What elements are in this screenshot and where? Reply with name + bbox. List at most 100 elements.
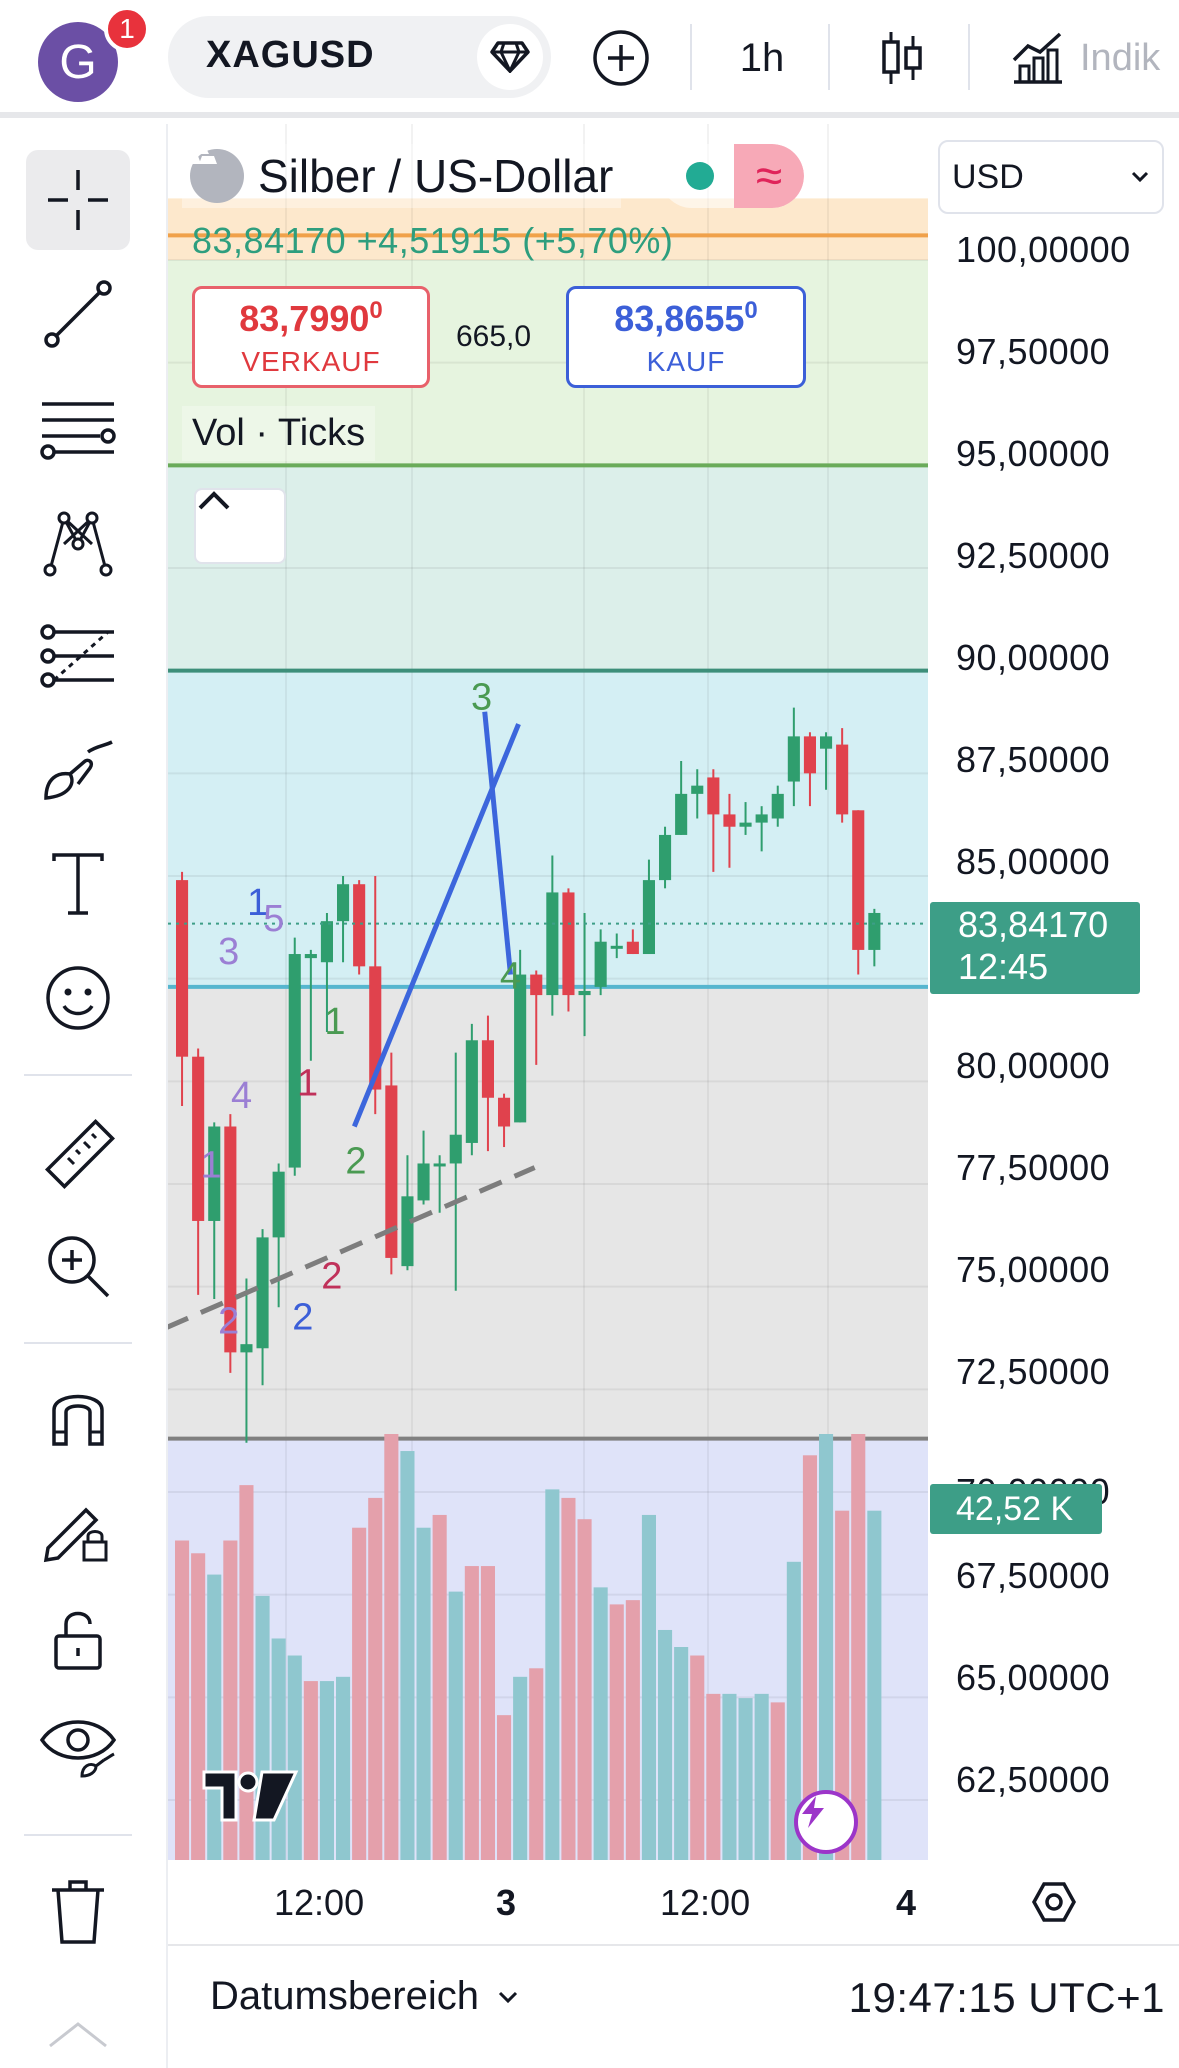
candle-body	[707, 777, 720, 815]
candle-body	[176, 880, 189, 1057]
volume-bar	[513, 1676, 528, 1860]
legend-title[interactable]: Silber / US-Dollar	[182, 144, 622, 208]
volume-bar	[545, 1489, 560, 1860]
wave-label: 1	[297, 1062, 318, 1104]
price-tick: 85,00000	[956, 841, 1111, 882]
tradingview-logo-icon	[202, 1770, 299, 1822]
settings-icon	[1031, 1882, 1077, 1922]
interval-button[interactable]: 1h	[739, 35, 785, 80]
horizontal-lines-tool[interactable]	[26, 378, 130, 478]
hide-drawings-tool[interactable]	[26, 1696, 130, 1796]
candle-body	[723, 814, 736, 827]
wave-label: 3	[471, 676, 492, 718]
candle-body	[787, 736, 800, 782]
lock-all-tool[interactable]	[26, 1588, 130, 1688]
volume-value-label: 42,52 K	[930, 1484, 1102, 1534]
volume-bar	[625, 1600, 640, 1860]
axis-settings-button[interactable]	[1030, 1878, 1078, 1931]
volume-bar	[561, 1497, 576, 1860]
wave-label: 1	[324, 1001, 345, 1043]
trend-line	[168, 1165, 536, 1330]
candle-body	[803, 736, 816, 774]
time-axis[interactable]: 12:00 3 12:00 4	[168, 1860, 1179, 1946]
lock-drawing-tool[interactable]	[26, 1478, 130, 1578]
horizontal-lines-icon	[40, 402, 116, 460]
brush-tool[interactable]	[26, 720, 130, 820]
wave-label: 2	[218, 1301, 239, 1343]
emoji-tool[interactable]	[26, 948, 130, 1048]
candle-body	[449, 1134, 462, 1164]
separator	[690, 24, 692, 90]
candle-body	[836, 744, 849, 815]
volume-bar	[593, 1587, 608, 1860]
silver-logo-icon	[183, 148, 244, 203]
measure-tool[interactable]	[26, 1104, 130, 1204]
volume-bar	[641, 1514, 656, 1860]
currency-value: USD	[952, 157, 1024, 196]
candle-body	[755, 814, 768, 823]
more-tools[interactable]	[26, 1996, 130, 2068]
buy-label: KAUF	[646, 345, 726, 377]
premium-icon[interactable]	[477, 24, 543, 90]
date-range-button[interactable]: Datumsbereich	[210, 1974, 519, 2019]
currency-select[interactable]: USD	[938, 140, 1164, 214]
volume-bar	[448, 1591, 463, 1860]
trend-line-tool[interactable]	[26, 264, 130, 364]
fib-tool[interactable]	[26, 606, 130, 706]
notification-badge: 1	[104, 6, 150, 52]
candle-body	[771, 793, 784, 819]
crosshair-icon	[48, 170, 108, 230]
bar-countdown: 12:45	[958, 946, 1049, 987]
wave-label: 3	[218, 931, 239, 973]
alerts-button[interactable]	[794, 1790, 858, 1854]
candle-body	[385, 1085, 398, 1258]
price-tick: 75,00000	[956, 1249, 1111, 1290]
volume-bar	[754, 1693, 769, 1860]
volume-bar	[786, 1561, 801, 1860]
indicators-button[interactable]: Indik	[1010, 22, 1179, 94]
text-tool[interactable]	[26, 834, 130, 934]
symbol-search-button[interactable]: XAGUSD	[168, 16, 551, 98]
volume-bar	[577, 1519, 592, 1860]
zoom-tool[interactable]	[26, 1216, 130, 1316]
volume-bar	[802, 1455, 817, 1860]
price-tick: 67,50000	[956, 1555, 1111, 1596]
spread: 665,0	[456, 320, 532, 353]
timezone-clock[interactable]: 19:47:15 UTC+1	[848, 1974, 1165, 2021]
volume-bar	[529, 1668, 544, 1860]
collapse-legend-button[interactable]	[194, 488, 286, 564]
avatar-initial: G	[59, 35, 97, 89]
volume-bar	[416, 1527, 431, 1860]
wave-label: 1	[247, 882, 268, 924]
candle-body	[852, 810, 865, 950]
candle-body	[675, 793, 688, 835]
price-axis[interactable]: USD 100,00000 97,50000 95,00000 92,50000 90,…	[928, 124, 1179, 1860]
market-status[interactable]: ≈	[660, 144, 804, 208]
volume-bar	[239, 1485, 254, 1860]
fib-icon	[40, 624, 114, 688]
volume-indicator-label[interactable]: Vol · Ticks	[182, 406, 376, 461]
legend-ohlc: 83,84170 +4,51915 (+5,70%)	[192, 220, 674, 261]
wave-label: 4	[231, 1075, 252, 1117]
volume-bar	[400, 1451, 415, 1860]
candle-body	[192, 1056, 205, 1221]
volume-bar	[303, 1681, 318, 1860]
drawing-toolbar	[0, 124, 168, 2068]
crosshair-tool[interactable]	[26, 150, 130, 250]
buy-button[interactable]: 83,86550 KAUF	[566, 286, 806, 388]
lightning-icon	[802, 1796, 824, 1828]
chart-type-button[interactable]	[862, 22, 942, 94]
candle-body	[626, 941, 639, 955]
add-compare-button[interactable]	[586, 22, 656, 94]
symbol-label: XAGUSD	[206, 34, 375, 76]
pattern-tool[interactable]	[26, 492, 130, 592]
candle-body	[610, 945, 623, 949]
magnet-tool[interactable]	[26, 1366, 130, 1466]
price-tick: 62,50000	[956, 1759, 1111, 1800]
volume-bar	[674, 1647, 689, 1860]
candle-body	[594, 941, 607, 987]
sell-button[interactable]: 83,79900 VERKAUF	[192, 286, 430, 388]
delete-drawings-tool[interactable]	[26, 1862, 130, 1962]
